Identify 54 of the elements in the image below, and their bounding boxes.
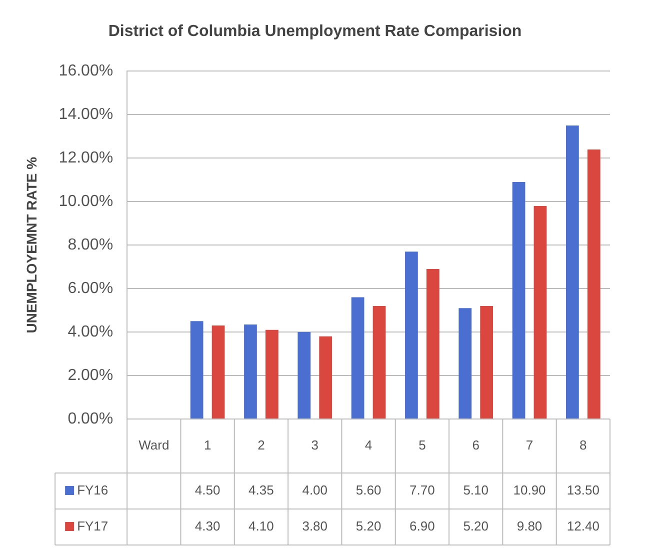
- bar: [405, 252, 418, 418]
- bar: [587, 149, 600, 418]
- bar: [534, 206, 547, 418]
- data-label: 4.35: [248, 482, 274, 498]
- x-tick-label: 3: [311, 438, 318, 453]
- data-label: 12.40: [566, 518, 600, 534]
- x-tick-label: 6: [472, 438, 480, 453]
- x-tick-label: 5: [418, 438, 426, 453]
- data-label: 5.60: [356, 482, 382, 498]
- data-label: 13.50: [566, 482, 600, 498]
- bar: [512, 182, 526, 418]
- x-tick-label: 8: [580, 438, 587, 453]
- x-tick-label: Ward: [138, 438, 170, 453]
- x-tick-label: 7: [526, 438, 534, 453]
- y-tick-label: 14.00%: [58, 106, 114, 124]
- data-label: 5.20: [463, 518, 489, 534]
- x-tick-label: 4: [364, 438, 372, 453]
- data-label: 4.10: [248, 518, 274, 534]
- data-label: 4.00: [302, 482, 328, 498]
- data-label: 10.90: [513, 482, 546, 498]
- y-tick-label: 8.00%: [68, 236, 114, 254]
- bar: [458, 308, 472, 418]
- bar: [480, 306, 494, 418]
- bar: [244, 324, 257, 418]
- y-tick-label: 16.00%: [58, 62, 114, 80]
- data-label: 4.50: [194, 482, 220, 498]
- y-tick-label: 10.00%: [58, 193, 114, 210]
- x-tick-label: 1: [204, 438, 212, 453]
- y-tick-label: 0.00%: [68, 410, 114, 428]
- y-tick-label: 4.00%: [68, 323, 114, 340]
- y-axis-title: UNEMPLOYEMNT RATE %: [23, 156, 40, 334]
- bar: [566, 126, 579, 418]
- x-tick-label: 2: [258, 438, 265, 453]
- bar: [372, 306, 386, 418]
- y-tick-label: 2.00%: [68, 366, 114, 384]
- data-label: 6.90: [410, 518, 435, 534]
- data-label: 9.80: [516, 518, 542, 534]
- chart-title: District of Columbia Unemployment Rate Comparision: [108, 23, 522, 40]
- bar: [212, 326, 225, 418]
- data-label: 3.80: [302, 518, 328, 534]
- bar: [298, 332, 311, 418]
- y-tick-label: 12.00%: [58, 150, 114, 167]
- legend-label: FY16: [77, 482, 108, 498]
- y-tick-label: 6.00%: [68, 280, 114, 297]
- legend-label: FY17: [77, 518, 108, 534]
- data-label: 7.70: [410, 482, 435, 498]
- bar: [319, 336, 332, 418]
- bar: [190, 321, 204, 418]
- data-label: 5.20: [356, 518, 382, 534]
- bar: [266, 330, 278, 418]
- bar: [351, 297, 364, 418]
- data-label: 4.30: [194, 518, 220, 534]
- bar: [426, 269, 440, 418]
- data-label: 5.10: [463, 482, 489, 498]
